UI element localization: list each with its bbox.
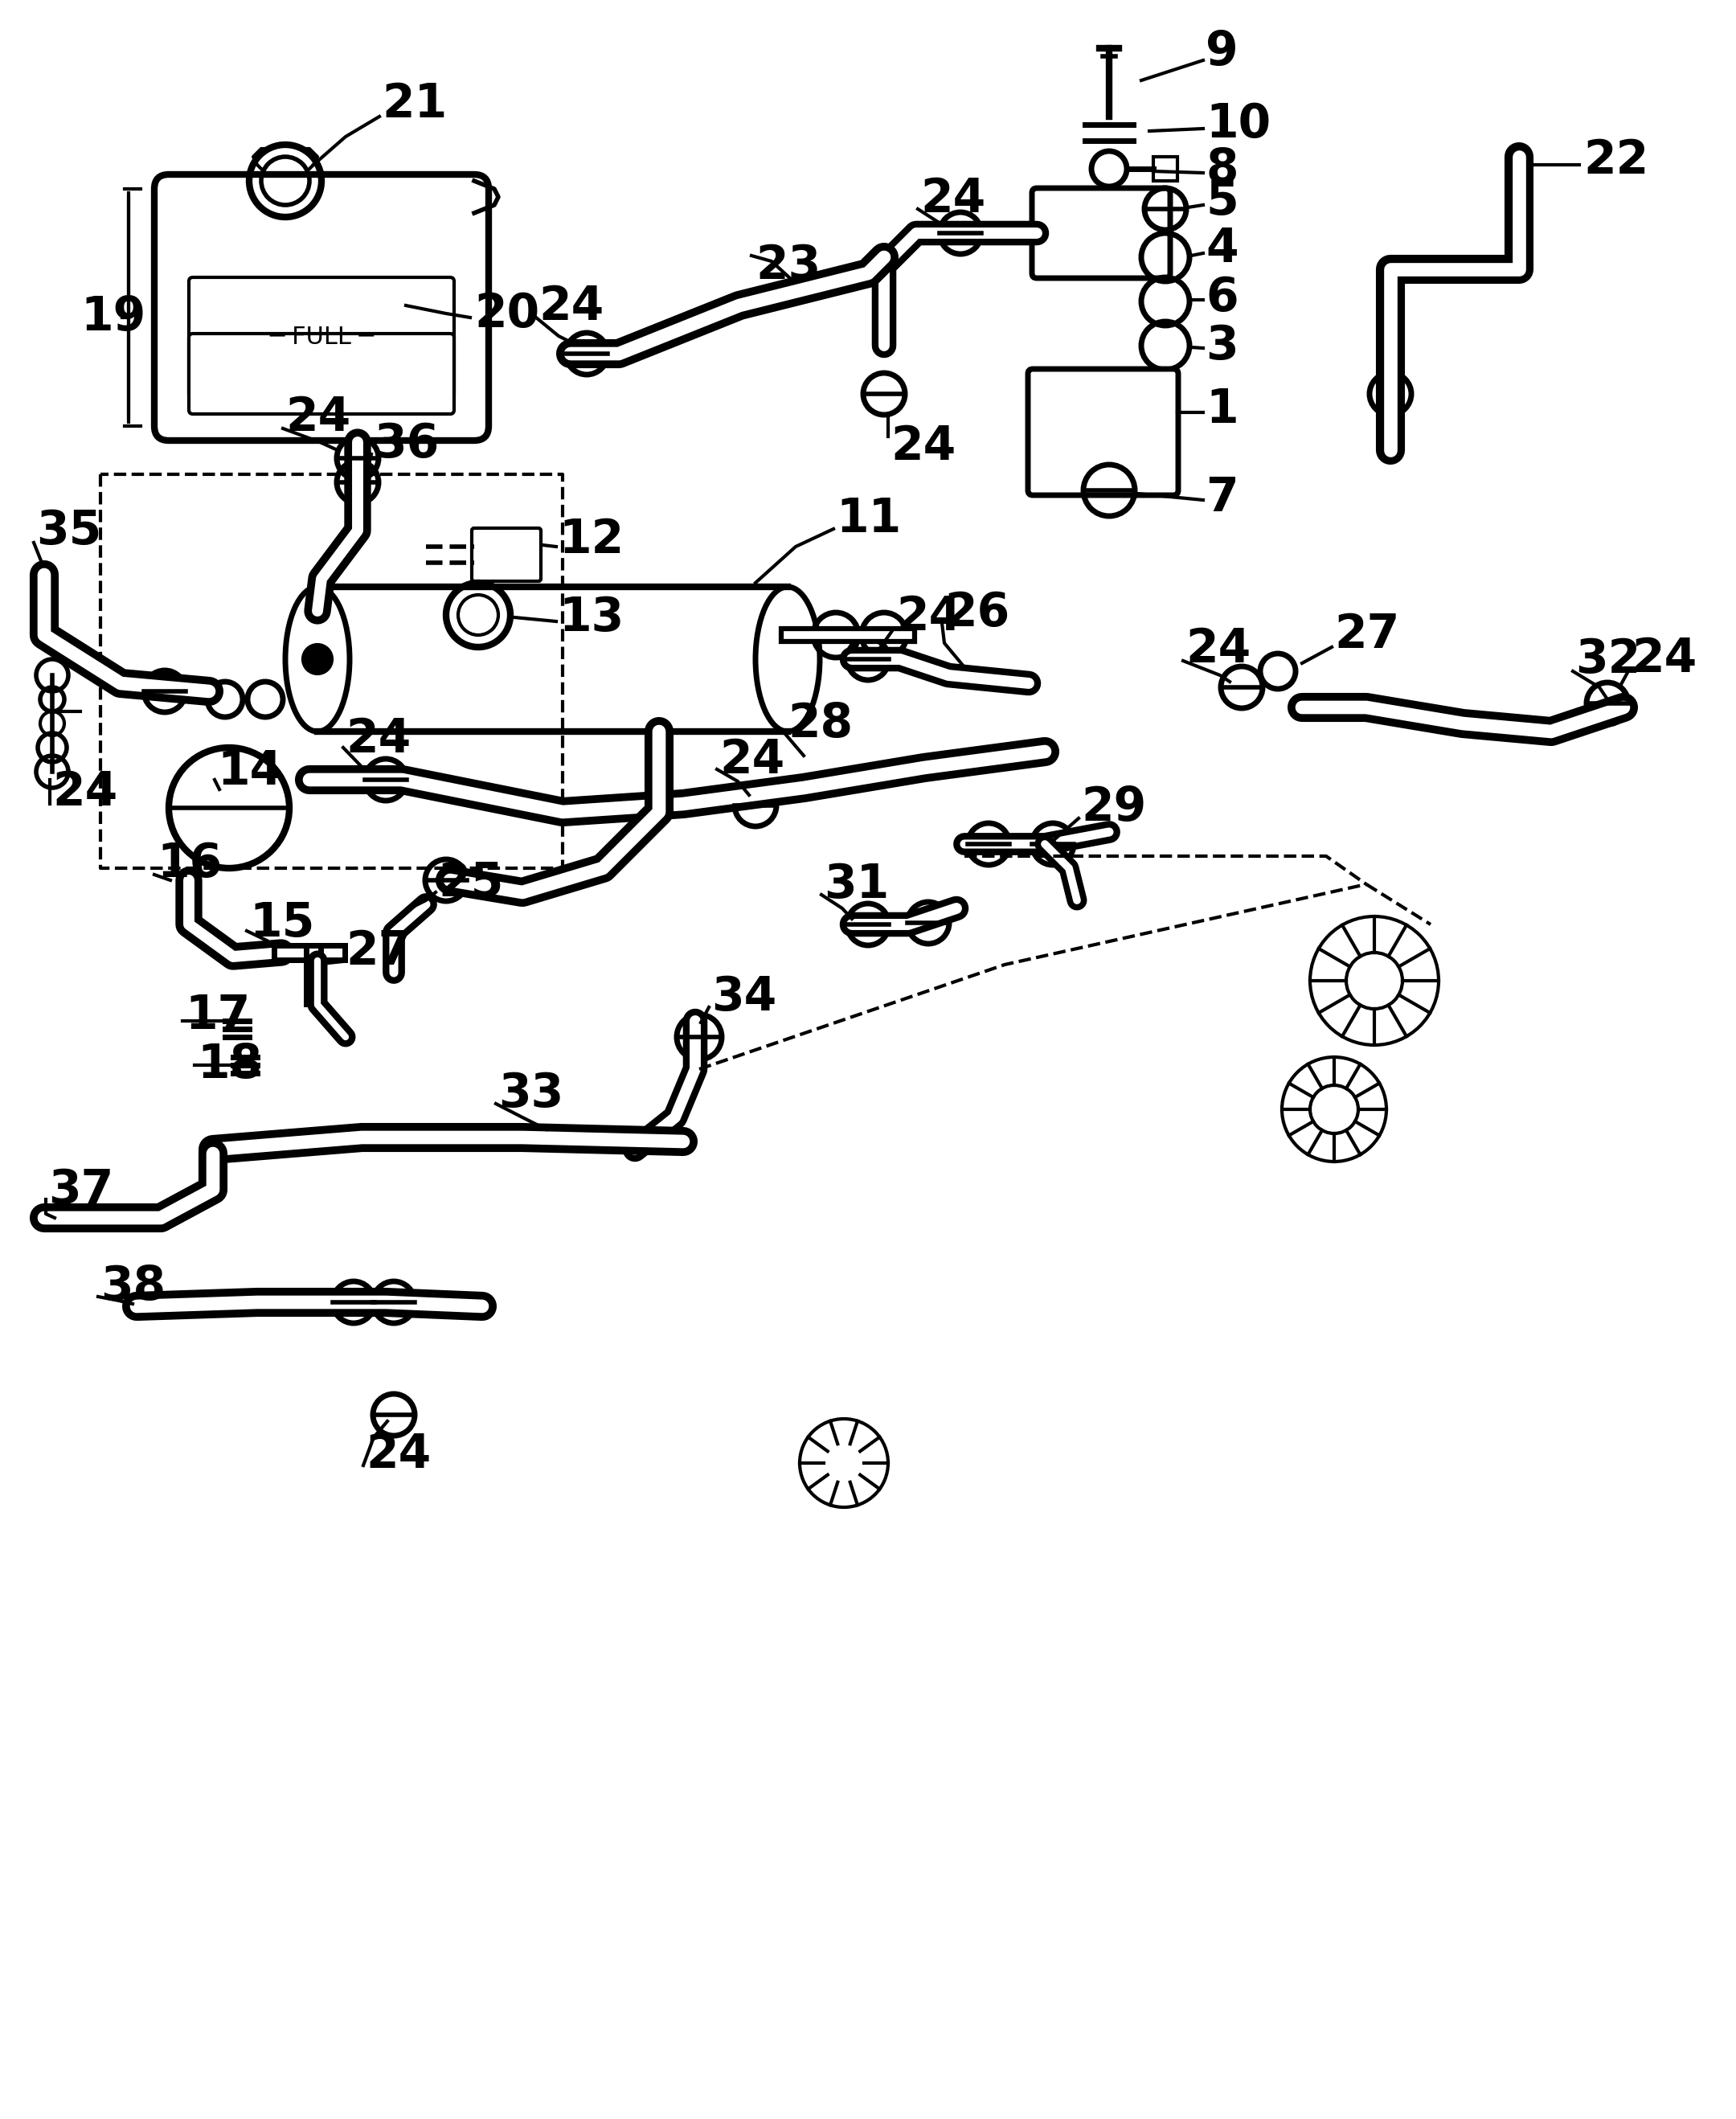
FancyBboxPatch shape [1031, 189, 1170, 278]
Text: 37: 37 [49, 1168, 113, 1212]
Text: 33: 33 [498, 1070, 564, 1117]
Text: 31: 31 [825, 860, 889, 907]
Text: 26: 26 [944, 589, 1010, 636]
Text: 36: 36 [373, 422, 439, 468]
Text: 18: 18 [196, 1043, 262, 1087]
Text: 12: 12 [559, 517, 623, 564]
Text: 1: 1 [1205, 388, 1238, 432]
Text: 25: 25 [437, 860, 503, 905]
Text: 24: 24 [719, 737, 785, 782]
Text: 24: 24 [891, 424, 957, 468]
FancyBboxPatch shape [189, 278, 455, 398]
Text: 8: 8 [1205, 146, 1238, 191]
Circle shape [304, 644, 332, 674]
Text: 17: 17 [184, 992, 250, 1038]
Text: 24: 24 [896, 595, 962, 640]
Text: 24: 24 [920, 176, 986, 222]
FancyBboxPatch shape [472, 528, 542, 581]
FancyBboxPatch shape [155, 174, 488, 441]
Text: 15: 15 [250, 901, 314, 945]
Text: 23: 23 [755, 242, 821, 288]
Text: 19: 19 [80, 295, 146, 341]
Text: 21: 21 [382, 83, 448, 127]
Bar [1153, 157, 1177, 180]
Text: 4: 4 [1205, 227, 1238, 271]
Text: 13: 13 [559, 595, 623, 640]
Text: ─ FULL ─: ─ FULL ─ [269, 326, 373, 350]
Text: 28: 28 [788, 701, 852, 746]
Text: 35: 35 [36, 509, 102, 553]
Text: 27: 27 [345, 928, 411, 975]
Text: 10: 10 [1205, 102, 1271, 148]
FancyBboxPatch shape [1028, 369, 1179, 496]
Text: 29: 29 [1082, 784, 1146, 831]
Text: 27: 27 [1335, 612, 1399, 659]
Text: 9: 9 [1205, 30, 1238, 74]
Text: 6: 6 [1205, 275, 1238, 320]
FancyBboxPatch shape [189, 333, 455, 413]
Text: 5: 5 [1205, 178, 1238, 225]
Text: 24: 24 [366, 1432, 431, 1477]
Text: 24: 24 [52, 769, 118, 814]
Text: 24: 24 [345, 716, 411, 763]
Text: 14: 14 [217, 748, 283, 795]
Text: 24: 24 [1632, 636, 1696, 682]
Text: 38: 38 [101, 1263, 165, 1310]
Text: 22: 22 [1583, 138, 1649, 184]
Text: 20: 20 [474, 290, 540, 337]
Text: 3: 3 [1205, 322, 1238, 369]
Text: 11: 11 [835, 496, 901, 542]
Text: 16: 16 [156, 841, 222, 888]
Text: 24: 24 [1186, 627, 1250, 672]
Text: 24: 24 [285, 394, 351, 441]
Text: 24: 24 [538, 284, 604, 331]
Text: 7: 7 [1205, 475, 1238, 521]
Text: 34: 34 [712, 975, 776, 1019]
Text: 32: 32 [1575, 636, 1641, 682]
